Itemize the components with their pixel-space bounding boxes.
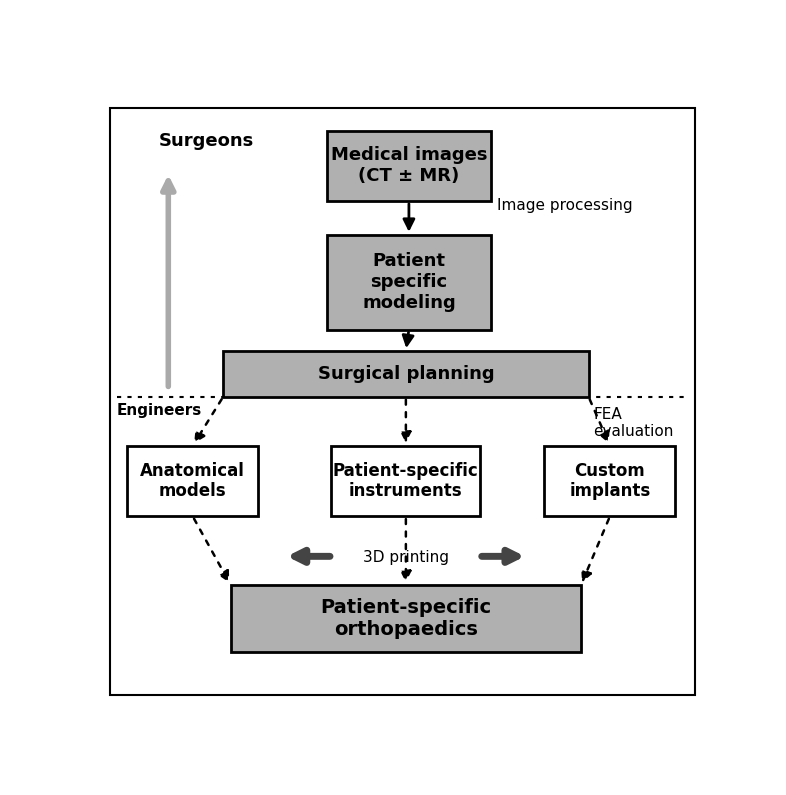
Text: 3D printing: 3D printing [363, 550, 449, 565]
Text: Custom
implants: Custom implants [569, 462, 651, 501]
Bar [327, 235, 491, 330]
Text: Patient-specific
instruments: Patient-specific instruments [333, 462, 479, 501]
Bar [327, 130, 491, 201]
Text: Patient-specific
orthopaedics: Patient-specific orthopaedics [321, 599, 491, 639]
Text: Anatomical
models: Anatomical models [140, 462, 245, 501]
Text: Image processing: Image processing [498, 198, 633, 213]
Text: Patient
specific
modeling: Patient specific modeling [362, 252, 456, 312]
Text: Engineers: Engineers [116, 403, 202, 418]
Bar [223, 351, 589, 397]
Text: Surgical planning: Surgical planning [318, 365, 494, 383]
Bar [545, 446, 675, 516]
Text: FEA
evaluation: FEA evaluation [593, 407, 674, 439]
Text: Surgeons: Surgeons [159, 133, 255, 150]
Bar [331, 446, 480, 516]
Bar [127, 446, 258, 516]
Bar [231, 585, 581, 653]
Text: Medical images
(CT ± MR): Medical images (CT ± MR) [331, 146, 487, 185]
